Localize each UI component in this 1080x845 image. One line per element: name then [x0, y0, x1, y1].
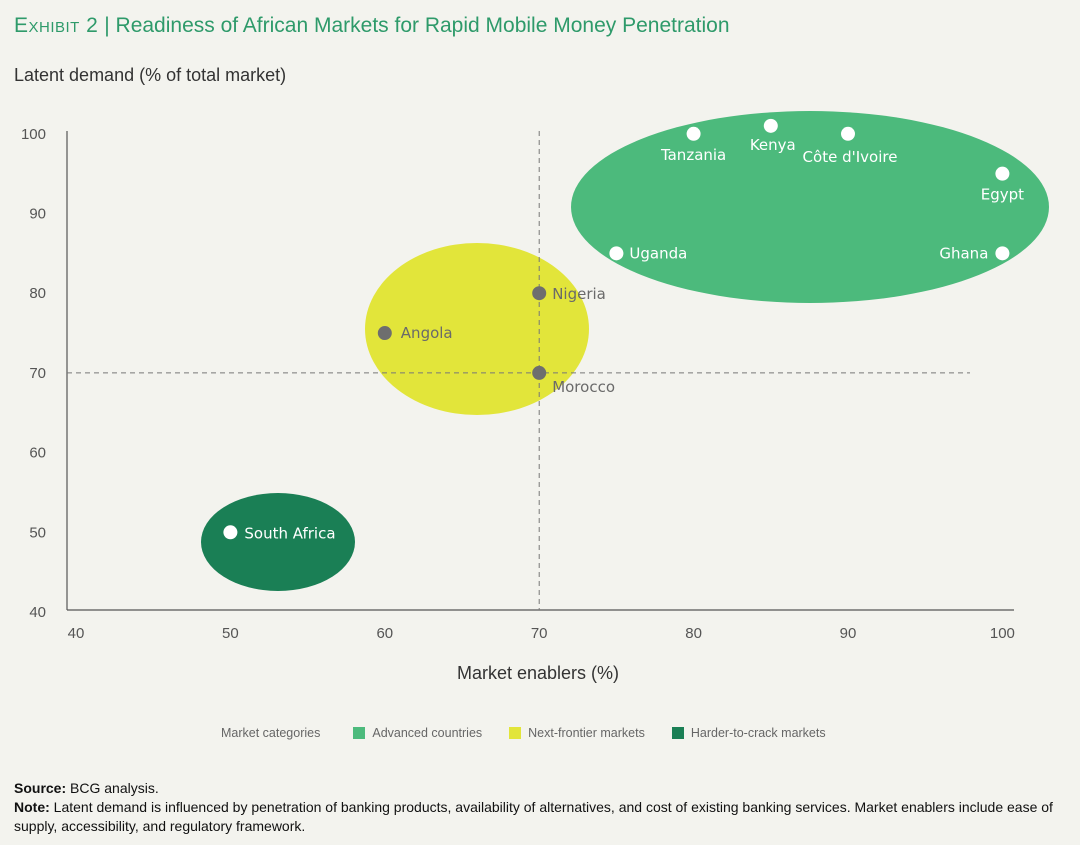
y-tick-label: 50: [29, 524, 46, 541]
axes: 40 50 60 70 80 90 100 40 50 60 70 80 90 100: [21, 126, 1015, 642]
x-tick-label: 70: [531, 625, 548, 642]
point-kenya: [763, 118, 778, 133]
point-label-c-te-d-ivoire: Côte d'Ivoire: [803, 148, 898, 166]
y-tick-label: 90: [29, 206, 46, 223]
title-text: Readiness of African Markets for Rapid M…: [115, 14, 730, 37]
point-egypt: [995, 166, 1010, 181]
note-line: Note: Latent demand is influenced by pen…: [14, 798, 1054, 836]
legend-item-advanced: Advanced countries: [353, 726, 482, 740]
x-tick-label: 90: [840, 625, 857, 642]
legend-item-harder: Harder-to-crack markets: [671, 726, 826, 740]
point-label-uganda: Uganda: [629, 244, 687, 262]
exhibit-label: Exhibit 2: [14, 14, 99, 37]
point-label-ghana: Ghana: [939, 244, 988, 262]
x-tick-label: 100: [990, 625, 1015, 642]
x-tick-label: 40: [68, 625, 85, 642]
point-label-morocco: Morocco: [552, 378, 615, 396]
legend-swatch-advanced: [353, 727, 366, 739]
chart-title: Exhibit 2 | Readiness of African Markets…: [14, 14, 730, 38]
legend: Market categories Advanced countries Nex…: [221, 726, 853, 740]
point-c-te-d-ivoire: [841, 126, 855, 141]
y-axis-label: Latent demand (% of total market): [14, 65, 287, 85]
legend-item-next-frontier: Next-frontier markets: [509, 726, 645, 740]
point-label-egypt: Egypt: [981, 186, 1024, 204]
point-label-kenya: Kenya: [750, 136, 796, 154]
legend-title: Market categories: [221, 726, 321, 740]
point-ghana: [995, 246, 1010, 261]
point-uganda: [609, 246, 624, 261]
legend-swatch-harder: [671, 727, 684, 739]
cluster-harder-to-crack-markets: [201, 493, 355, 591]
point-morocco: [532, 365, 547, 380]
y-tick-label: 60: [29, 445, 46, 462]
point-label-south-africa: South Africa: [244, 524, 335, 542]
note-label: Note:: [14, 799, 50, 815]
point-nigeria: [532, 286, 547, 301]
source-text: BCG analysis.: [70, 780, 159, 796]
x-tick-label: 80: [685, 625, 702, 642]
scatter-chart: 40 50 60 70 80 90 100 40 50 60 70 80 90 100 Tanzania K…: [21, 111, 1049, 642]
point-label-angola: Angola: [401, 324, 453, 342]
point-label-nigeria: Nigeria: [552, 285, 606, 303]
x-tick-label: 50: [222, 625, 239, 642]
source-label: Source:: [14, 780, 67, 796]
point-angola: [377, 326, 392, 341]
x-axis-label: Market enablers (%): [456, 663, 620, 683]
data-points: Tanzania Kenya Côte d'Ivoire Egypt Uganda Gha…: [223, 118, 1024, 542]
point-label-tanzania: Tanzania: [660, 146, 726, 164]
footer: Source: BCG analysis. Note: Latent deman…: [14, 779, 1054, 836]
x-tick-label: 60: [376, 625, 393, 642]
point-south-africa: [223, 525, 238, 540]
point-tanzania: [686, 126, 701, 141]
y-tick-label: 70: [29, 365, 46, 382]
legend-label-advanced: Advanced countries: [372, 726, 483, 740]
category-clusters: [201, 111, 1049, 591]
title-separator: |: [104, 14, 110, 37]
y-tick-label: 80: [29, 285, 46, 302]
legend-swatch-next-frontier: [509, 727, 522, 739]
note-text: Latent demand is influenced by penetrati…: [14, 799, 1053, 834]
x-axis-label-wrap: Market enablers (%): [0, 663, 1080, 684]
legend-label-next-frontier: Next-frontier markets: [528, 726, 645, 740]
y-tick-label: 100: [21, 126, 46, 143]
y-tick-label: 40: [29, 604, 46, 621]
cluster-advanced-countries: [571, 111, 1049, 303]
legend-label-harder: Harder-to-crack markets: [690, 726, 826, 740]
source-line: Source: BCG analysis.: [14, 779, 1054, 798]
